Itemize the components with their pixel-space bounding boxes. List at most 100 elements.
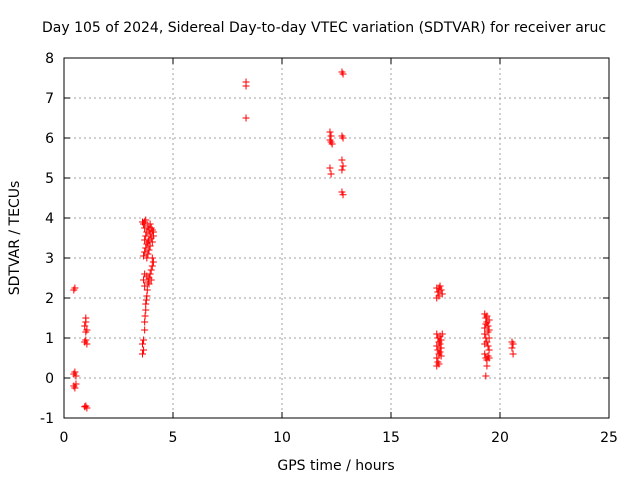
data-point [149, 258, 157, 266]
data-point [145, 246, 153, 254]
data-point [140, 336, 148, 344]
data-point [485, 334, 493, 342]
data-point [82, 318, 90, 326]
chart-title: Day 105 of 2024, Sidereal Day-to-day VTE… [42, 20, 606, 36]
data-point [435, 284, 443, 292]
x-tick-label: 15 [382, 430, 400, 446]
data-point [81, 322, 89, 330]
data-point [326, 164, 334, 172]
plot-frame [63, 57, 610, 419]
data-point [144, 238, 152, 246]
data-point [147, 266, 155, 274]
data-point [141, 282, 149, 290]
data-point [482, 372, 490, 380]
data-point [242, 114, 250, 122]
data-point [144, 250, 152, 258]
data-point [142, 300, 150, 308]
x-tick-label: 20 [491, 430, 509, 446]
data-point [140, 276, 148, 284]
data-point [143, 254, 151, 262]
data-point [82, 336, 90, 344]
data-point [433, 294, 441, 302]
data-point [71, 368, 79, 376]
data-point [436, 340, 444, 348]
x-tick-label: 5 [169, 430, 178, 446]
data-point [141, 326, 149, 334]
data-point [140, 346, 148, 354]
data-point [483, 312, 491, 320]
y-tick-label: 2 [45, 291, 54, 307]
y-tick-label: 5 [45, 171, 54, 187]
data-point [433, 362, 441, 370]
data-point [146, 220, 154, 228]
data-point [481, 324, 489, 332]
data-point [485, 346, 493, 354]
data-point [433, 354, 441, 362]
data-point [436, 348, 444, 356]
data-point [437, 336, 445, 344]
data-point [71, 384, 79, 392]
data-point [138, 340, 146, 348]
data-point [326, 128, 334, 136]
data-point [438, 330, 446, 338]
y-axis-label: SDTVAR / TECUs [7, 181, 23, 296]
data-point [437, 352, 445, 360]
data-points [70, 68, 517, 412]
data-point [148, 262, 156, 270]
data-point [327, 132, 335, 140]
data-point [141, 318, 149, 326]
data-point [437, 344, 445, 352]
data-point [138, 218, 146, 226]
data-point [327, 170, 335, 178]
data-point [339, 162, 347, 170]
y-tick-label: 3 [45, 251, 54, 267]
data-point [339, 191, 347, 199]
data-point [508, 344, 516, 352]
x-tick-label: 25 [600, 430, 618, 446]
data-point [142, 232, 150, 240]
x-tick-label: 10 [273, 430, 291, 446]
data-point [339, 134, 347, 142]
y-tick-label: -1 [40, 411, 54, 427]
data-point [338, 156, 346, 164]
x-axis-label: GPS time / hours [277, 458, 394, 474]
data-point [143, 286, 151, 294]
data-point [485, 354, 493, 362]
data-point [328, 140, 336, 148]
data-point [141, 312, 149, 320]
data-point [438, 290, 446, 298]
data-point [338, 166, 346, 174]
y-tick-label: 1 [45, 331, 54, 347]
data-point [83, 404, 91, 412]
y-tick-label: 8 [45, 51, 54, 67]
x-tick-label: 0 [60, 430, 69, 446]
data-point [509, 340, 517, 348]
y-tick-label: 4 [45, 211, 54, 227]
data-point [142, 306, 150, 314]
data-point [146, 242, 154, 250]
data-point [143, 292, 151, 300]
data-point [148, 226, 156, 234]
y-tick-label: 7 [45, 91, 54, 107]
data-point [242, 82, 250, 90]
y-tick-label: 0 [45, 371, 54, 387]
data-point [481, 340, 489, 348]
y-axis-ticks: -1 0 1 2 3 4 5 6 7 8 [40, 51, 609, 427]
data-point [82, 328, 90, 336]
data-point [71, 284, 79, 292]
y-tick-label: 6 [45, 131, 54, 147]
data-point [484, 328, 492, 336]
data-point [482, 320, 490, 328]
data-point [83, 340, 91, 348]
data-point [485, 316, 493, 324]
data-point [147, 276, 155, 284]
data-point [72, 380, 80, 388]
data-point [138, 350, 146, 358]
data-point [339, 70, 347, 78]
data-point [72, 372, 80, 380]
data-point [483, 362, 491, 370]
data-point [509, 350, 517, 358]
data-point [145, 280, 153, 288]
